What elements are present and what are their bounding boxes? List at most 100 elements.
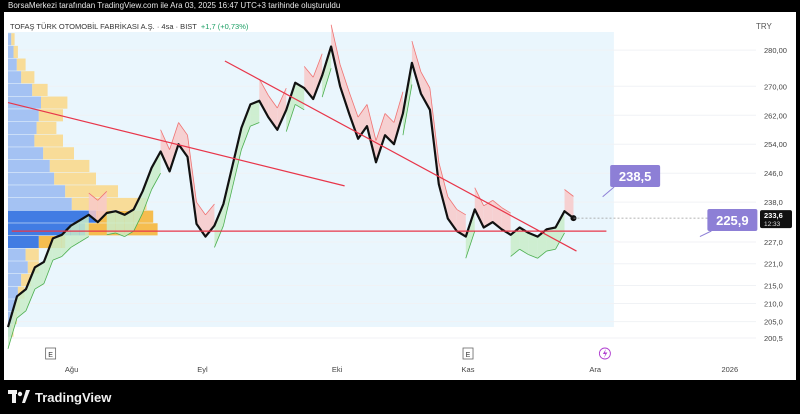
- resistance-line: [456, 209, 466, 216]
- volume-bar-up: [8, 172, 55, 185]
- resistance-band: [169, 122, 179, 172]
- y-tick-label: 270,00: [764, 82, 787, 91]
- x-axis-label: 2026: [721, 365, 738, 374]
- support-line: [151, 173, 161, 190]
- y-tick-label: 280,00: [764, 46, 787, 55]
- resistance-band: [456, 209, 466, 237]
- earnings-marker: [462, 347, 474, 360]
- volume-bar-up: [8, 121, 37, 135]
- resistance-line: [267, 95, 278, 109]
- last-price-label: 233,6: [764, 211, 783, 220]
- volume-bar-up: [8, 71, 22, 84]
- y-tick-label: 200,5: [764, 334, 783, 343]
- resistance-band: [367, 104, 377, 163]
- resistance-band: [313, 53, 323, 99]
- volume-bar-up: [8, 248, 26, 261]
- support-line: [7, 317, 18, 349]
- resistance-band: [438, 162, 448, 219]
- volume-bar-down: [43, 147, 74, 160]
- volume-bar-up: [8, 286, 18, 299]
- support-line: [214, 225, 224, 248]
- support-line: [223, 187, 233, 226]
- support-band: [223, 165, 233, 226]
- volume-bar-up: [8, 45, 14, 58]
- resistance-line: [420, 71, 431, 89]
- resistance-line: [303, 66, 314, 78]
- support-band: [465, 209, 475, 259]
- resistance-line: [160, 129, 170, 150]
- resistance-band: [376, 113, 385, 163]
- resistance-line: [97, 191, 108, 201]
- resistance-band: [411, 41, 421, 94]
- resistance-band: [277, 88, 287, 130]
- chart-panel: 280,00 270,00 262,00 254,00 246,0 238,0 227,0 2…: [4, 12, 796, 380]
- resistance-line: [393, 91, 404, 123]
- resistance-line: [258, 78, 269, 96]
- volume-bar-down: [34, 134, 63, 147]
- support-line: [115, 232, 125, 237]
- resistance-line: [187, 135, 197, 203]
- volume-bar-up: [8, 261, 28, 274]
- support-band: [241, 104, 251, 150]
- support-line: [555, 232, 565, 250]
- x-axis-label: Ara: [589, 365, 602, 374]
- support-band: [70, 220, 80, 248]
- volume-bar-up: [8, 299, 16, 312]
- support-line: [519, 248, 529, 256]
- volume-bar-up: [8, 185, 66, 198]
- volume-bar-up: [8, 197, 72, 211]
- resistance-band: [483, 200, 493, 228]
- support-line: [61, 247, 72, 257]
- y-tick-label: 238,0: [764, 198, 783, 207]
- volume-bar-down: [41, 96, 68, 109]
- support-line: [79, 236, 89, 243]
- support-band: [232, 127, 242, 188]
- resistance-line: [178, 122, 188, 136]
- resistance-band: [88, 193, 98, 223]
- volume-bar-down: [21, 273, 32, 287]
- price-callout: [707, 209, 758, 231]
- support-line: [25, 288, 36, 311]
- support-line: [16, 310, 27, 319]
- support-line: [34, 283, 45, 290]
- support-line: [133, 212, 143, 232]
- support-band: [286, 82, 296, 132]
- volume-bar-up: [8, 273, 22, 287]
- support-band: [124, 209, 134, 237]
- tradingview-logo-icon: [8, 390, 30, 403]
- support-band: [8, 296, 17, 349]
- countdown-label: 12:33: [764, 221, 781, 228]
- falling-trendline-upper: [7, 102, 345, 187]
- volume-bar-down: [13, 45, 18, 58]
- support-band: [528, 232, 538, 259]
- resistance-line: [339, 64, 350, 92]
- support-line: [250, 122, 260, 127]
- resistance-line: [357, 104, 368, 118]
- support-line: [142, 189, 152, 214]
- resistance-line: [366, 104, 377, 141]
- support-line: [43, 259, 54, 284]
- tradingview-brand: TradingView: [35, 389, 112, 405]
- earnings-marker: [45, 347, 57, 360]
- volume-bar-down: [27, 261, 39, 274]
- supertrend-bands-layer: [7, 24, 574, 349]
- support-band: [151, 151, 161, 190]
- support-band: [133, 191, 143, 232]
- earnings-marker-label: E: [466, 352, 471, 359]
- x-axis-label: Kas: [462, 365, 475, 374]
- trendline-layer[interactable]: [7, 60, 607, 252]
- volume-bar-up: [8, 235, 39, 249]
- resistance-line: [384, 113, 395, 123]
- resistance-line: [474, 187, 485, 206]
- resistance-line: [501, 207, 511, 214]
- resistance-line: [375, 113, 386, 141]
- volume-bar-down: [32, 83, 48, 96]
- last-price-badge: [760, 210, 792, 229]
- resistance-line: [429, 88, 440, 163]
- resistance-band: [447, 196, 457, 232]
- x-axis-label: Eki: [332, 365, 343, 374]
- support-band: [555, 211, 565, 250]
- volume-bar-down: [54, 172, 96, 185]
- price-chart[interactable]: 280,00 270,00 262,00 254,00 246,0 238,0 227,0 2…: [4, 12, 796, 380]
